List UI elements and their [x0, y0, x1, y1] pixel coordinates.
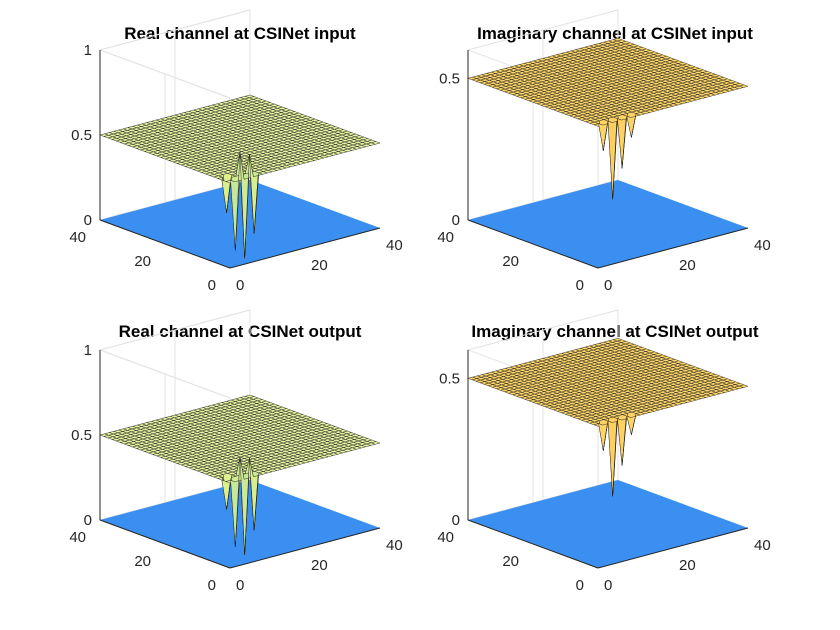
z-tick-label: 0.5 — [71, 127, 92, 144]
surface-patch — [738, 384, 749, 388]
y-tick-label: 20 — [502, 253, 519, 270]
x-tick-label: 0 — [236, 577, 244, 594]
y-tick-label: 40 — [69, 529, 86, 546]
x-tick-label: 40 — [386, 237, 403, 254]
y-tick-label: 40 — [437, 229, 454, 246]
chart-title: Real channel at CSINet input — [124, 24, 356, 43]
surface-floor — [100, 480, 380, 568]
surface-patch — [626, 115, 636, 138]
x-axis-line — [229, 227, 381, 269]
y-tick-label: 0 — [576, 277, 584, 294]
x-tick-label: 0 — [604, 577, 612, 594]
surface-mesh — [467, 38, 749, 200]
x-tick-label: 20 — [311, 557, 328, 574]
chart-panel-real-input: Real channel at CSINet input 0 20 40 0 20 40 0… — [60, 9, 420, 298]
z-tick-label: 0.5 — [439, 370, 460, 387]
surface-mesh — [467, 338, 749, 497]
surface-patch — [626, 415, 636, 435]
y-axis-line — [467, 519, 599, 569]
surface-patch — [239, 457, 250, 555]
z-tick-label: 0 — [452, 512, 460, 529]
y-tick-label: 40 — [69, 229, 86, 246]
surface-floor — [468, 180, 748, 268]
y-tick-label: 20 — [134, 553, 151, 570]
y-tick-label: 20 — [502, 553, 519, 570]
y-tick-label: 0 — [208, 577, 216, 594]
x-tick-label: 0 — [604, 277, 612, 294]
surface-patch — [617, 118, 627, 169]
z-tick-label: 0 — [84, 212, 92, 229]
x-axis-line — [597, 227, 749, 269]
x-tick-label: 20 — [679, 257, 696, 274]
chart-panel-imag-output: Imaginary channel at CSINet output 0 20 40… — [430, 309, 800, 598]
z-tick-label: 0.5 — [439, 70, 460, 87]
y-axis-line — [99, 219, 231, 269]
x-tick-label: 20 — [679, 557, 696, 574]
surface-floor — [100, 180, 380, 268]
x-tick-label: 40 — [754, 237, 771, 254]
x-tick-label: 20 — [311, 257, 328, 274]
y-tick-label: 20 — [134, 253, 151, 270]
z-tick-label: 0 — [452, 212, 460, 229]
y-axis-line — [99, 519, 231, 569]
chart-title: Real channel at CSINet output — [118, 322, 362, 341]
surface-patch — [738, 84, 749, 88]
chart-panel-imag-input: Imaginary channel at CSINet input 0 20 40 0… — [430, 9, 800, 298]
z-tick-label: 1 — [84, 342, 92, 359]
surface-patch — [598, 123, 608, 151]
y-tick-label: 0 — [576, 577, 584, 594]
x-tick-label: 40 — [386, 537, 403, 554]
surface-patch — [370, 441, 381, 445]
surface-patch — [617, 418, 627, 466]
x-tick-label: 40 — [754, 537, 771, 554]
chart-panel-real-output: Real channel at CSINet output 0 20 40 0 20 40… — [60, 309, 420, 598]
surface-patch — [598, 423, 608, 451]
surface-patch — [370, 141, 381, 145]
z-tick-label: 0 — [84, 512, 92, 529]
x-axis-line — [229, 527, 381, 569]
z-tick-label: 1 — [84, 42, 92, 59]
x-tick-label: 0 — [236, 277, 244, 294]
surface-mesh — [99, 94, 381, 259]
surface-mesh — [99, 394, 381, 555]
x-axis-line — [597, 527, 749, 569]
z-tick-label: 0.5 — [71, 427, 92, 444]
y-tick-label: 40 — [437, 529, 454, 546]
surface-floor — [468, 480, 748, 568]
y-axis-line — [467, 219, 599, 269]
y-tick-label: 0 — [208, 277, 216, 294]
